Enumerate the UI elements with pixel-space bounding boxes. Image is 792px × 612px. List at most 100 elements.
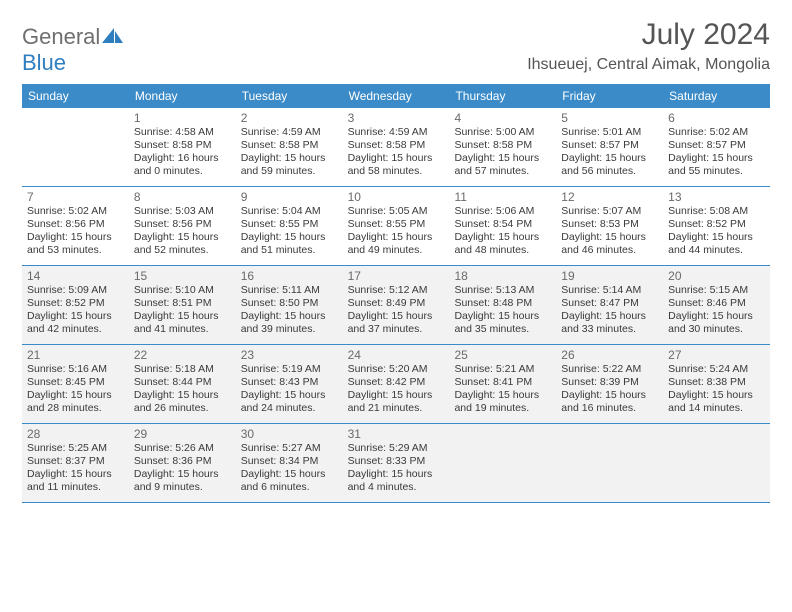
day-d1: Daylight: 15 hours: [561, 152, 658, 165]
day-cell: 25Sunrise: 5:21 AMSunset: 8:41 PMDayligh…: [449, 345, 556, 423]
day-sr: Sunrise: 5:02 AM: [668, 126, 765, 139]
day-d2: and 6 minutes.: [241, 481, 338, 494]
day-number: 13: [668, 190, 765, 204]
day-d1: Daylight: 15 hours: [241, 231, 338, 244]
day-number: 29: [134, 427, 231, 441]
day-ss: Sunset: 8:36 PM: [134, 455, 231, 468]
day-number: 9: [241, 190, 338, 204]
day-number: 11: [454, 190, 551, 204]
day-d2: and 49 minutes.: [348, 244, 445, 257]
day-ss: Sunset: 8:55 PM: [348, 218, 445, 231]
day-d1: Daylight: 15 hours: [134, 310, 231, 323]
day-number: 22: [134, 348, 231, 362]
day-d1: Daylight: 16 hours: [134, 152, 231, 165]
day-sr: Sunrise: 5:29 AM: [348, 442, 445, 455]
day-sr: Sunrise: 5:10 AM: [134, 284, 231, 297]
day-sr: Sunrise: 5:15 AM: [668, 284, 765, 297]
day-cell: 4Sunrise: 5:00 AMSunset: 8:58 PMDaylight…: [449, 108, 556, 186]
day-d2: and 0 minutes.: [134, 165, 231, 178]
day-d2: and 35 minutes.: [454, 323, 551, 336]
day-number: 26: [561, 348, 658, 362]
day-d1: Daylight: 15 hours: [561, 310, 658, 323]
day-cell: 26Sunrise: 5:22 AMSunset: 8:39 PMDayligh…: [556, 345, 663, 423]
week-row: 21Sunrise: 5:16 AMSunset: 8:45 PMDayligh…: [22, 345, 770, 424]
day-d2: and 48 minutes.: [454, 244, 551, 257]
day-number: 3: [348, 111, 445, 125]
day-ss: Sunset: 8:54 PM: [454, 218, 551, 231]
day-ss: Sunset: 8:41 PM: [454, 376, 551, 389]
day-cell: 23Sunrise: 5:19 AMSunset: 8:43 PMDayligh…: [236, 345, 343, 423]
day-number: 7: [27, 190, 124, 204]
logo-sail-icon: [102, 28, 124, 49]
day-sr: Sunrise: 5:12 AM: [348, 284, 445, 297]
day-d1: Daylight: 15 hours: [348, 152, 445, 165]
day-ss: Sunset: 8:50 PM: [241, 297, 338, 310]
day-number: 23: [241, 348, 338, 362]
day-cell: 17Sunrise: 5:12 AMSunset: 8:49 PMDayligh…: [343, 266, 450, 344]
day-ss: Sunset: 8:51 PM: [134, 297, 231, 310]
day-d1: Daylight: 15 hours: [27, 310, 124, 323]
day-ss: Sunset: 8:57 PM: [561, 139, 658, 152]
day-d1: Daylight: 15 hours: [454, 310, 551, 323]
day-cell: 13Sunrise: 5:08 AMSunset: 8:52 PMDayligh…: [663, 187, 770, 265]
weekday-friday: Friday: [556, 84, 663, 108]
day-d1: Daylight: 15 hours: [668, 389, 765, 402]
day-sr: Sunrise: 5:09 AM: [27, 284, 124, 297]
day-d1: Daylight: 15 hours: [134, 231, 231, 244]
day-sr: Sunrise: 5:07 AM: [561, 205, 658, 218]
day-number: 18: [454, 269, 551, 283]
day-sr: Sunrise: 5:26 AM: [134, 442, 231, 455]
day-d2: and 24 minutes.: [241, 402, 338, 415]
weekday-tuesday: Tuesday: [236, 84, 343, 108]
day-cell: 14Sunrise: 5:09 AMSunset: 8:52 PMDayligh…: [22, 266, 129, 344]
day-ss: Sunset: 8:45 PM: [27, 376, 124, 389]
day-sr: Sunrise: 5:04 AM: [241, 205, 338, 218]
day-ss: Sunset: 8:58 PM: [241, 139, 338, 152]
day-sr: Sunrise: 4:59 AM: [348, 126, 445, 139]
day-cell: 7Sunrise: 5:02 AMSunset: 8:56 PMDaylight…: [22, 187, 129, 265]
day-d1: Daylight: 15 hours: [668, 152, 765, 165]
day-cell: 30Sunrise: 5:27 AMSunset: 8:34 PMDayligh…: [236, 424, 343, 502]
day-cell: 12Sunrise: 5:07 AMSunset: 8:53 PMDayligh…: [556, 187, 663, 265]
location-text: Ihsueuej, Central Aimak, Mongolia: [527, 56, 770, 74]
title-block: July 2024 Ihsueuej, Central Aimak, Mongo…: [527, 18, 770, 74]
day-d2: and 33 minutes.: [561, 323, 658, 336]
day-d1: Daylight: 15 hours: [668, 310, 765, 323]
day-ss: Sunset: 8:47 PM: [561, 297, 658, 310]
day-cell: [663, 424, 770, 502]
day-sr: Sunrise: 5:03 AM: [134, 205, 231, 218]
day-d2: and 41 minutes.: [134, 323, 231, 336]
day-cell: 15Sunrise: 5:10 AMSunset: 8:51 PMDayligh…: [129, 266, 236, 344]
day-d2: and 11 minutes.: [27, 481, 124, 494]
day-cell: 19Sunrise: 5:14 AMSunset: 8:47 PMDayligh…: [556, 266, 663, 344]
day-sr: Sunrise: 5:18 AM: [134, 363, 231, 376]
day-number: 15: [134, 269, 231, 283]
day-cell: 31Sunrise: 5:29 AMSunset: 8:33 PMDayligh…: [343, 424, 450, 502]
day-number: 16: [241, 269, 338, 283]
day-d2: and 56 minutes.: [561, 165, 658, 178]
day-number: 20: [668, 269, 765, 283]
week-row: 14Sunrise: 5:09 AMSunset: 8:52 PMDayligh…: [22, 266, 770, 345]
day-number: 31: [348, 427, 445, 441]
weekday-header-row: Sunday Monday Tuesday Wednesday Thursday…: [22, 84, 770, 108]
day-number: 6: [668, 111, 765, 125]
day-d2: and 59 minutes.: [241, 165, 338, 178]
day-cell: 9Sunrise: 5:04 AMSunset: 8:55 PMDaylight…: [236, 187, 343, 265]
day-number: 14: [27, 269, 124, 283]
day-sr: Sunrise: 4:59 AM: [241, 126, 338, 139]
day-ss: Sunset: 8:52 PM: [27, 297, 124, 310]
day-sr: Sunrise: 5:13 AM: [454, 284, 551, 297]
page-title: July 2024: [527, 18, 770, 52]
day-number: 10: [348, 190, 445, 204]
day-sr: Sunrise: 5:16 AM: [27, 363, 124, 376]
weekday-sunday: Sunday: [22, 84, 129, 108]
day-d1: Daylight: 15 hours: [241, 468, 338, 481]
logo: General Blue: [22, 18, 124, 76]
day-number: 27: [668, 348, 765, 362]
day-ss: Sunset: 8:46 PM: [668, 297, 765, 310]
day-d1: Daylight: 15 hours: [241, 152, 338, 165]
day-ss: Sunset: 8:52 PM: [668, 218, 765, 231]
day-sr: Sunrise: 5:19 AM: [241, 363, 338, 376]
weekday-saturday: Saturday: [663, 84, 770, 108]
logo-general: General: [22, 24, 100, 49]
